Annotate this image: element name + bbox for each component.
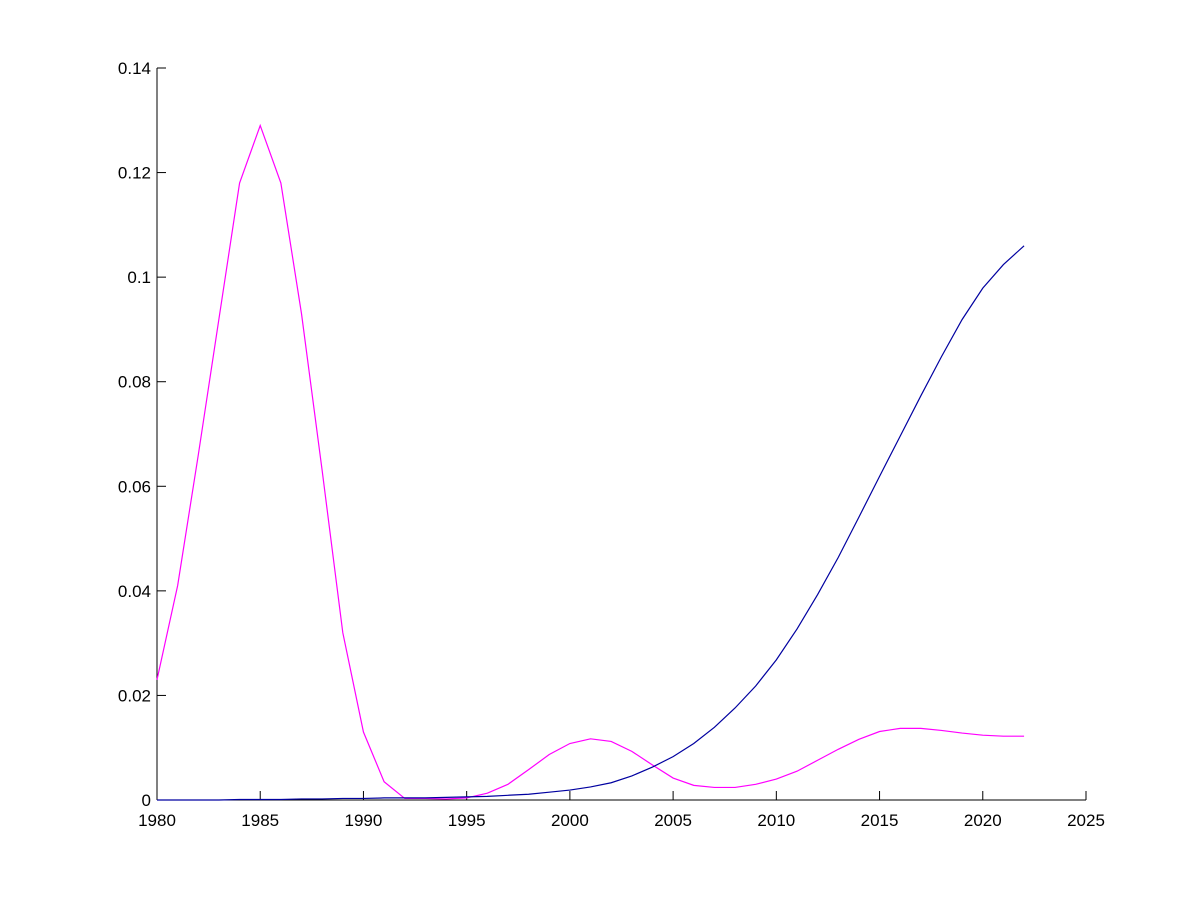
x-tick-label: 1990	[345, 811, 383, 830]
y-tick-label: 0.1	[127, 268, 151, 287]
y-tick-label: 0.08	[118, 373, 151, 392]
y-tick-label: 0.12	[118, 164, 151, 183]
x-tick-label: 2000	[551, 811, 589, 830]
y-tick-label: 0.14	[118, 59, 151, 78]
x-tick-label: 2025	[1067, 811, 1105, 830]
x-tick-label: 1995	[448, 811, 486, 830]
x-tick-label: 2005	[654, 811, 692, 830]
x-tick-label: 2010	[757, 811, 795, 830]
x-tick-label: 2020	[964, 811, 1002, 830]
x-tick-label: 2015	[861, 811, 899, 830]
x-tick-label: 1980	[138, 811, 176, 830]
y-tick-label: 0.04	[118, 582, 151, 601]
series-line	[157, 245, 1025, 801]
x-tick-label: 1985	[241, 811, 279, 830]
y-tick-label: 0	[142, 791, 151, 810]
y-tick-label: 0.02	[118, 686, 151, 705]
series-line	[156, 123, 1025, 800]
y-tick-label: 0.06	[118, 477, 151, 496]
